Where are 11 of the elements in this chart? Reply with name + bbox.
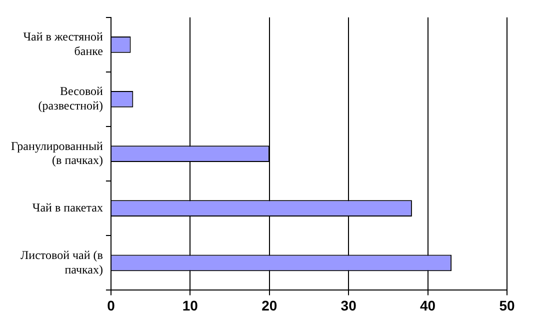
- y-tick-label: Листовой чай (в пачках): [20, 248, 104, 276]
- x-tick-label: 20: [262, 297, 278, 314]
- y-tick-label: Весовой (развестной): [38, 84, 104, 113]
- y-tick-label: Чай в пакетах: [32, 200, 103, 215]
- x-tick-label: 10: [182, 297, 198, 314]
- x-tick-label: 40: [420, 297, 436, 314]
- x-tick-label: 30: [340, 297, 357, 314]
- x-tick-label: 50: [499, 297, 515, 314]
- y-tick-label: Гранулированный (в пачках): [10, 138, 104, 168]
- y-tick-label: Чай в жестяной банке: [23, 30, 104, 58]
- x-tick-label: 0: [107, 297, 116, 314]
